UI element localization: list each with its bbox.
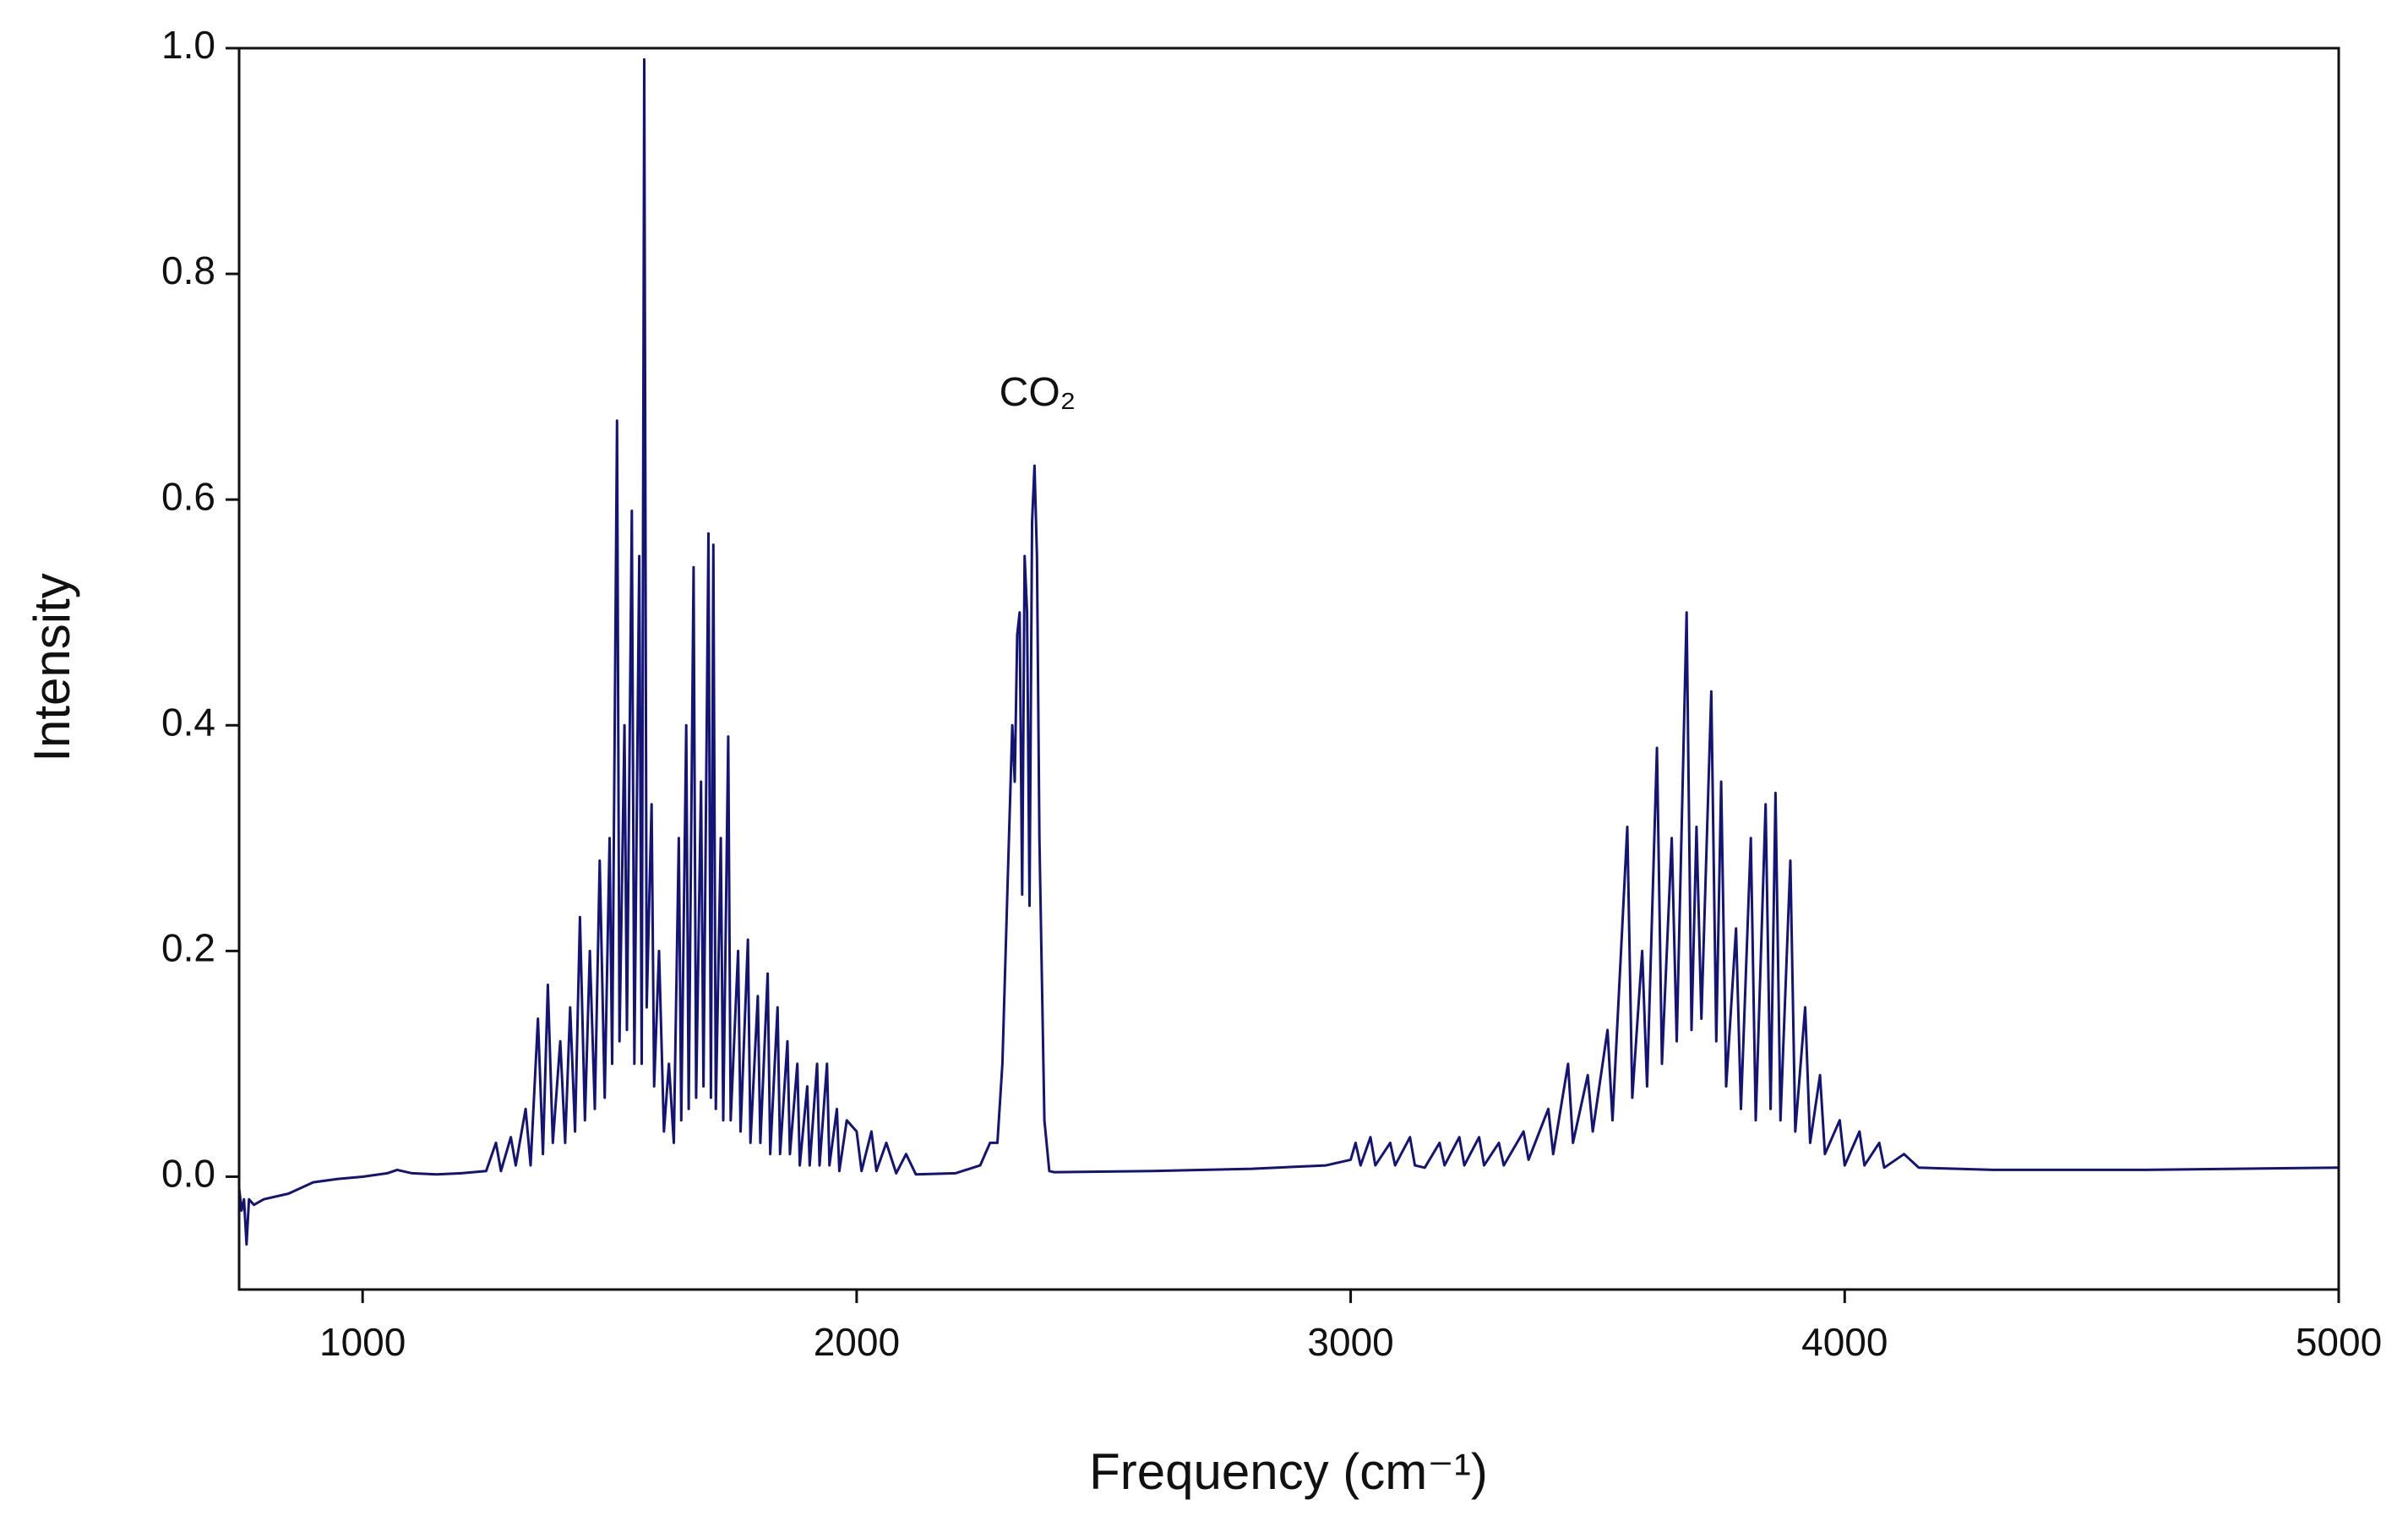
spectrum-line bbox=[237, 57, 2340, 1246]
y-axis-label: Intensity bbox=[24, 573, 80, 761]
y-tick-label: 0.2 bbox=[161, 926, 215, 970]
plot-frame bbox=[237, 46, 2340, 1291]
x-tick-label: 4000 bbox=[1801, 1320, 1888, 1364]
y-tick-label: 0.8 bbox=[161, 248, 215, 292]
y-tick-label: 0.0 bbox=[161, 1152, 215, 1196]
x-axis-label: Frequency (cm⁻¹) bbox=[1089, 1443, 1488, 1500]
x-tick-label: 1000 bbox=[319, 1320, 406, 1364]
annotation: CO₂ bbox=[1000, 370, 1076, 415]
y-tick-label: 0.4 bbox=[161, 700, 215, 744]
y-tick-label: 1.0 bbox=[161, 23, 215, 67]
y-tick-label: 0.6 bbox=[161, 474, 215, 518]
x-tick-label: 2000 bbox=[814, 1320, 900, 1364]
x-tick-label: 5000 bbox=[2296, 1320, 2382, 1364]
x-tick-label: 3000 bbox=[1307, 1320, 1393, 1364]
